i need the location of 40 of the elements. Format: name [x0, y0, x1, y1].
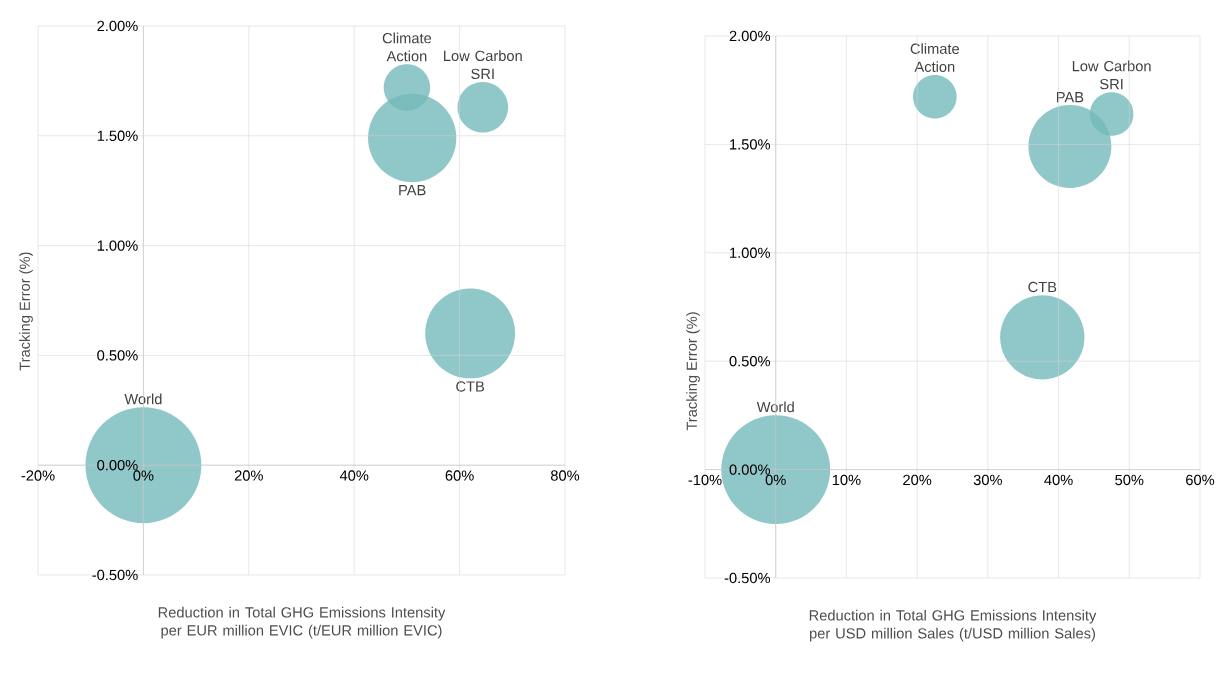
- x-tick-label: 60%: [1186, 474, 1215, 486]
- series-label: Low Carbon SRI: [1072, 60, 1151, 90]
- x-tick-label: -10%: [688, 474, 722, 486]
- series-label: CTB: [456, 381, 485, 392]
- series-label: Climate Action: [382, 32, 432, 62]
- y-tick-label: 0.00%: [97, 460, 138, 471]
- series-label: PAB: [399, 185, 426, 196]
- x-tick-label: 10%: [832, 474, 861, 486]
- y-tick-label: 1.50%: [730, 139, 771, 150]
- x-tick-label: 30%: [973, 474, 1002, 486]
- x-tick-label: 40%: [1044, 474, 1073, 486]
- y-tick-label: 0.00%: [729, 464, 771, 475]
- y-tick-label: 0.50%: [729, 356, 771, 367]
- x-tick-label: 50%: [1115, 474, 1144, 486]
- y-tick-label: 2.00%: [97, 20, 138, 32]
- x-tick-label: 0%: [765, 474, 786, 486]
- y-tick-label: 1.50%: [97, 130, 138, 141]
- y-tick-label: -0.50%: [92, 569, 138, 581]
- x-tick-label: -20%: [21, 470, 55, 481]
- series-label: Climate Action: [910, 43, 960, 72]
- x-tick-label: 80%: [550, 470, 580, 481]
- x-axis-title: Reduction in Total GHG Emissions Intensity per USD million Sales (t/USD million Sales): [809, 609, 1097, 642]
- series-label: CTB: [1028, 281, 1057, 293]
- series-label: PAB: [1056, 92, 1084, 103]
- series-label: World: [124, 393, 162, 405]
- x-axis-title: Reduction in Total GHG Emissions Intensity per EUR million EVIC (t/EUR million EVIC): [158, 606, 446, 639]
- y-axis-title: Tracking Error (%): [686, 312, 700, 431]
- y-tick-label: 0.50%: [97, 350, 138, 361]
- x-tick-label: 20%: [234, 470, 263, 481]
- y-tick-label: 1.00%: [730, 247, 771, 258]
- y-axis-title: Tracking Error (%): [19, 252, 33, 371]
- y-tick-label: -0.50%: [724, 572, 771, 584]
- x-tick-label: 20%: [903, 474, 932, 486]
- x-tick-label: 0%: [133, 470, 154, 481]
- y-tick-label: 2.00%: [729, 30, 771, 42]
- x-tick-label: 40%: [339, 470, 369, 481]
- x-tick-label: 60%: [445, 470, 474, 481]
- series-label: World: [756, 401, 794, 413]
- y-tick-label: 1.00%: [97, 240, 138, 251]
- series-label: Low Carbon SRI: [444, 50, 522, 80]
